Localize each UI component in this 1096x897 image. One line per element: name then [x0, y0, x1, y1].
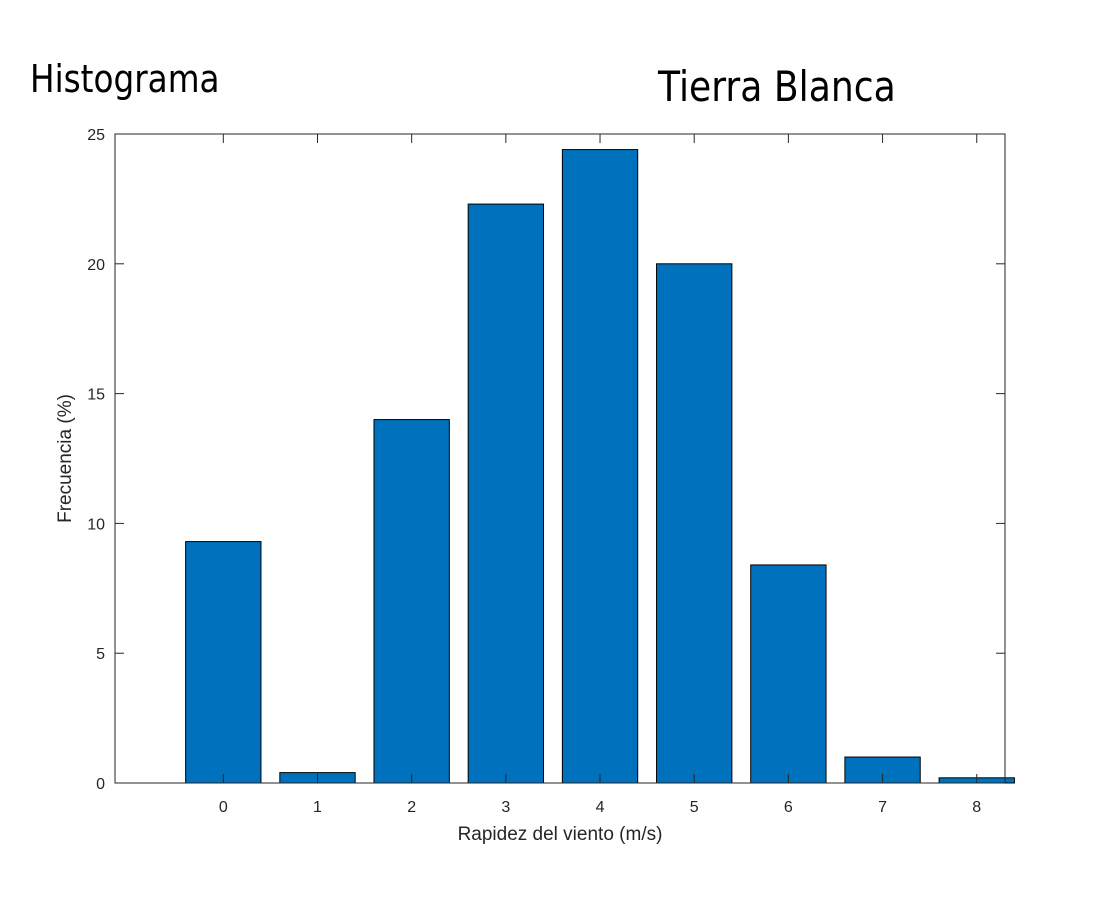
y-axis-label: Frecuencia (%) [55, 394, 76, 523]
x-tick-label: 1 [313, 799, 322, 816]
x-tick-label: 3 [501, 799, 510, 816]
y-tick-label: 0 [96, 776, 105, 793]
x-tick-label: 7 [878, 799, 887, 816]
bar-4 [561, 149, 639, 784]
x-tick-label: 0 [219, 799, 228, 816]
bar-0 [185, 541, 262, 784]
ticks-group: 0 1 2 3 4 5 6 7 8 0 5 10 15 20 25 [87, 127, 1005, 816]
x-tick-label: 5 [690, 799, 699, 816]
station-heading: Tierra Blanca [658, 62, 896, 111]
x-tick-label: 4 [596, 799, 605, 816]
x-tick-label: 6 [784, 799, 793, 816]
y-tick-label: 15 [87, 387, 105, 404]
bars-group [185, 149, 1015, 784]
bar-3 [467, 203, 545, 784]
bar-5 [656, 263, 733, 784]
histogram-heading: Histograma [30, 57, 220, 101]
y-tick-label: 20 [87, 257, 105, 274]
axes-box [114, 133, 1006, 784]
y-tick-label: 10 [87, 516, 105, 533]
y-tick-label: 25 [87, 127, 105, 144]
x-tick-label: 2 [407, 799, 416, 816]
x-tick-label: 8 [972, 799, 981, 816]
bar-2 [373, 419, 450, 784]
bar-6 [750, 564, 827, 784]
y-tick-label: 5 [96, 646, 105, 663]
x-axis-label: Rapidez del viento (m/s) [458, 824, 663, 845]
